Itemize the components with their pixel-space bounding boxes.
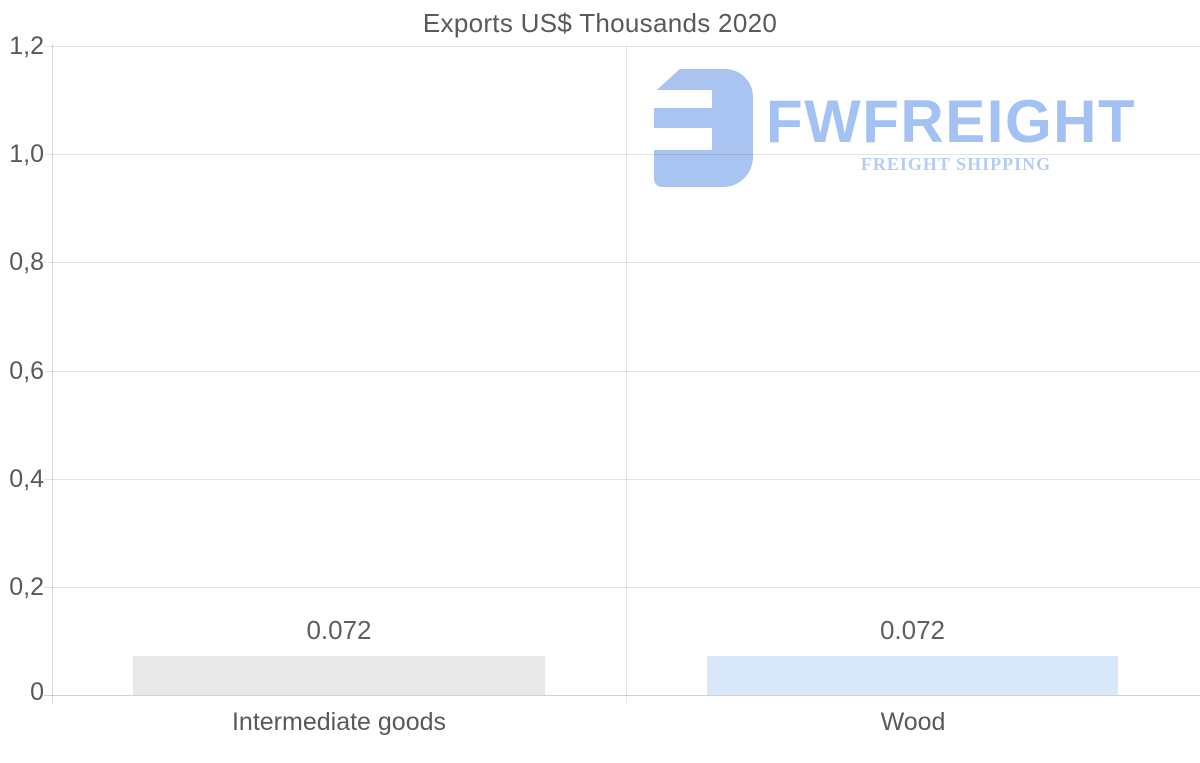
bar-intermediate-goods[interactable] (133, 656, 545, 695)
chart-title: Exports US$ Thousands 2020 (422, 8, 778, 38)
gridline (44, 262, 1200, 263)
bar-wood[interactable] (707, 656, 1118, 695)
brand-wordmark: FWFREIGHT (766, 88, 1137, 155)
x-category-label: Intermediate goods (231, 708, 447, 736)
gridline (44, 371, 1200, 372)
y-tick-label: 0,8 (9, 248, 44, 276)
y-tick-label: 1,0 (9, 140, 44, 168)
gridline (44, 587, 1200, 588)
y-tick-label: 0,2 (9, 573, 44, 601)
x-category-label: Wood (880, 708, 946, 736)
bar-value-label: 0.072 (879, 615, 946, 645)
category-divider-line (626, 46, 627, 703)
y-tick-label: 1,2 (9, 32, 44, 60)
brand-logo-icon-notch (654, 128, 712, 150)
bar-value-label: 0.072 (306, 615, 372, 645)
y-tick-label: 0 (30, 678, 44, 706)
brand-tagline: FREIGHT SHIPPING (860, 154, 1052, 174)
gridline (44, 46, 1200, 47)
x-axis-line (44, 695, 1200, 696)
brand-logo-icon (654, 69, 753, 187)
gridline (44, 479, 1200, 480)
gridline (44, 154, 1200, 155)
y-axis-line (52, 44, 53, 704)
y-tick-label: 0,6 (9, 357, 44, 385)
y-tick-label: 0,4 (9, 465, 44, 493)
brand-logo-icon-notch (654, 90, 712, 108)
